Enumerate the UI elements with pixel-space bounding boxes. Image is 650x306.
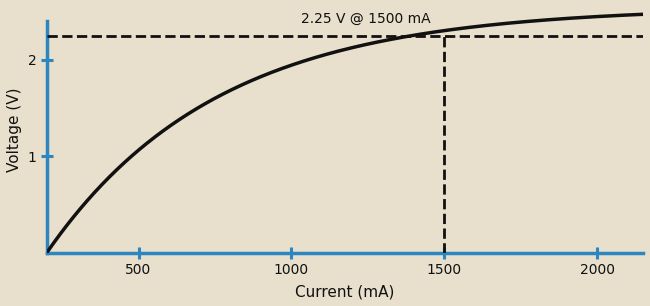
Y-axis label: Voltage (V): Voltage (V) — [7, 88, 22, 172]
Text: 2.25 V @ 1500 mA: 2.25 V @ 1500 mA — [300, 12, 430, 26]
X-axis label: Current (mA): Current (mA) — [295, 284, 395, 299]
